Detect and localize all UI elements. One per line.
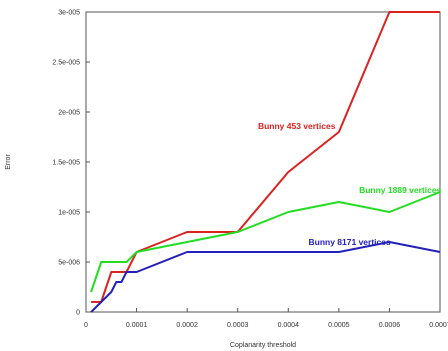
x-axis: 0 0.0001 0.0002 0.0003 0.0004 0.0005 0.0006 0.0…	[84, 308, 448, 329]
y-axis-title: Error	[5, 154, 12, 170]
series-labels: Bunny 453 vertices Bunny 1889 vertices Bun…	[258, 121, 442, 247]
y-tick-label: 1.5e-005	[52, 160, 80, 167]
y-tick-label: 2e-005	[58, 110, 80, 117]
series-line-1	[91, 11, 440, 303]
y-tick-label: 3e-005	[58, 10, 80, 17]
x-tick-label: 0.0004	[278, 322, 300, 329]
x-tick-label: 0.0001	[126, 322, 148, 329]
series-line-3	[90, 241, 441, 313]
y-tick-label: 1e-005	[58, 210, 80, 217]
y-tick-label: 0	[76, 310, 80, 317]
y-tick-label: 5e-006	[58, 260, 80, 267]
x-tick-label: 0.0003	[227, 322, 249, 329]
x-tick-label: 0.0006	[379, 322, 401, 329]
series-label-3: Bunny 8171 vertices	[309, 237, 391, 247]
x-tick-label: 0.0002	[176, 322, 198, 329]
x-tick-label: 0.0005	[328, 322, 350, 329]
plot-frame	[85, 11, 441, 313]
series-line-2	[90, 191, 441, 293]
series-label-1: Bunny 453 vertices	[258, 121, 336, 131]
y-axis: 0 5e-006 1e-005 1.5e-005 2e-005 2.5e-005 3e-00…	[52, 10, 90, 317]
series-label-2: Bunny 1889 vertices	[359, 185, 441, 195]
y-tick-label: 2.5e-005	[52, 60, 80, 67]
series-layer	[90, 11, 441, 313]
x-tick-label: 0.0007	[429, 322, 448, 329]
x-axis-title: Coplanarity threshold	[230, 342, 296, 349]
x-tick-label: 0	[84, 322, 88, 329]
